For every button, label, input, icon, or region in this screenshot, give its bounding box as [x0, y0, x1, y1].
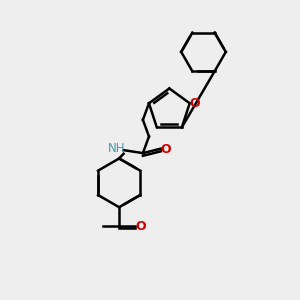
Text: O: O: [190, 97, 200, 110]
Text: NH: NH: [108, 142, 126, 155]
Text: O: O: [161, 143, 171, 156]
Text: O: O: [136, 220, 146, 233]
